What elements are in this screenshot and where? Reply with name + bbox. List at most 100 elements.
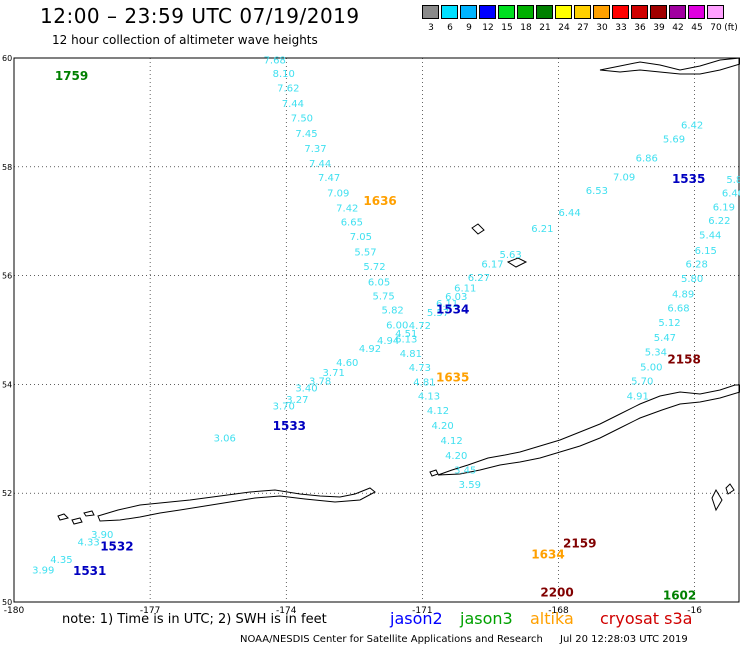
- wave-height-value: 5.00: [640, 362, 662, 373]
- wave-height-value: 4.92: [359, 344, 381, 355]
- wave-height-value: 5.82: [382, 306, 404, 317]
- pass-time-label: 1634: [531, 547, 564, 561]
- wave-height-value: 6.65: [341, 218, 363, 229]
- lat-tick-label: 56: [2, 272, 12, 281]
- coastline: [437, 384, 740, 476]
- wave-height-value: 6.00: [386, 320, 408, 331]
- wave-height-value: 5.75: [372, 292, 394, 303]
- wave-height-value: 6.19: [713, 202, 735, 213]
- scale-label: 30: [596, 23, 608, 33]
- wave-height-value: 5.34: [645, 348, 667, 359]
- wave-height-value: 7.50: [291, 114, 313, 125]
- wave-height-value: 4.13: [418, 392, 440, 403]
- wave-height-value: 4.35: [50, 555, 72, 566]
- pass-time-label: 1759: [55, 69, 88, 83]
- scale-label: 45: [691, 23, 703, 33]
- scale-label: 3: [428, 23, 434, 33]
- wave-height-value: 5.80: [726, 175, 740, 186]
- wave-height-value: 4.60: [336, 358, 358, 369]
- scale-label: 12: [482, 23, 494, 33]
- wave-height-value: 6.68: [667, 304, 689, 315]
- wave-height-value: 4.33: [78, 537, 100, 548]
- scale-label: 24: [558, 23, 570, 33]
- wave-height-value: 6.28: [686, 259, 708, 270]
- wave-height-value: 7.09: [327, 189, 349, 200]
- wave-height-value: 3.71: [323, 368, 345, 379]
- wave-height-value: 4.12: [427, 406, 449, 417]
- scale-swatch: [688, 5, 705, 19]
- credit-line: NOAA/NESDIS Center for Satellite Applica…: [240, 634, 543, 645]
- wave-height-value: 3.59: [459, 480, 481, 491]
- coastline: [83, 510, 95, 517]
- scale-label: 70: [710, 23, 722, 33]
- wave-height-value: 8.10: [273, 69, 295, 80]
- wave-height-value: 7.09: [613, 172, 635, 183]
- wave-height-value: 6.40: [722, 189, 740, 200]
- wave-height-value: 5.12: [658, 318, 680, 329]
- scale-label: 27: [577, 23, 589, 33]
- coastline: [57, 513, 69, 521]
- wave-height-value: 6.13: [395, 335, 417, 346]
- scale-label: 15: [501, 23, 513, 33]
- wave-height-value: 5.80: [681, 274, 703, 285]
- wave-height-value: 4.12: [441, 436, 463, 447]
- wave-height-value: 4.91: [627, 392, 649, 403]
- lat-tick-label: 52: [2, 489, 12, 498]
- page-subtitle: 12 hour collection of altimeter wave hei…: [52, 33, 318, 47]
- wave-height-value: 3.78: [309, 376, 331, 387]
- page-title: 12:00 – 23:59 UTC 07/19/2019: [40, 4, 360, 28]
- wave-height-value: 6.42: [681, 121, 703, 132]
- wave-height-value: 6.22: [708, 216, 730, 227]
- map-frame: [13, 57, 740, 603]
- lon-tick-label: -16: [687, 606, 702, 616]
- coastline: [71, 517, 83, 525]
- wave-height-value: 5.57: [354, 247, 376, 258]
- wave-height-value: 3.40: [295, 383, 317, 394]
- wave-height-value: 7.62: [277, 84, 299, 95]
- wave-height-value: 4.81: [413, 377, 435, 388]
- wave-height-value: 5.47: [654, 333, 676, 344]
- wave-height-value: 4.94: [377, 336, 399, 347]
- wave-height-value: 6.53: [586, 186, 608, 197]
- scale-label: 42: [672, 23, 684, 33]
- wave-height-value: 7.68: [264, 55, 286, 66]
- wave-height-value: 4.89: [672, 289, 694, 300]
- scale-swatch: [498, 5, 515, 19]
- pass-time-label: 1531: [73, 564, 106, 578]
- scale-swatch: [574, 5, 591, 19]
- scale-swatch: [555, 5, 572, 19]
- pass-time-label: 1534: [436, 303, 469, 317]
- satellite-legend-item: jason2: [390, 609, 443, 628]
- wave-height-value: 6.86: [636, 153, 658, 164]
- wave-height-value: 7.47: [318, 173, 340, 184]
- scale-swatch: [669, 5, 686, 19]
- footnote: note: 1) Time is in UTC; 2) SWH is in fe…: [62, 612, 327, 627]
- wave-height-value: 5.57: [427, 308, 449, 319]
- wave-height-value: 7.44: [282, 99, 304, 110]
- pass-time-label: 1535: [672, 172, 705, 186]
- scale-label: 33: [615, 23, 627, 33]
- lat-tick-label: 50: [2, 598, 12, 607]
- wave-height-value: 7.44: [309, 159, 331, 170]
- lon-tick-label: -174: [276, 606, 297, 616]
- wave-height-value: 4.51: [395, 329, 417, 340]
- wave-height-value: 5.70: [631, 376, 653, 387]
- scale-swatch: [612, 5, 629, 19]
- wave-height-value: 7.37: [304, 144, 326, 155]
- wave-height-value: 5.72: [363, 262, 385, 273]
- scale-label: 21: [539, 23, 551, 33]
- pass-time-label: 1602: [663, 588, 696, 602]
- lat-tick-label: 60: [2, 54, 12, 63]
- wave-height-value: 3.99: [32, 566, 54, 577]
- lon-tick-label: -180: [4, 606, 25, 616]
- coastline: [429, 469, 439, 477]
- wave-height-value: 3.27: [286, 395, 308, 406]
- lon-tick-label: -171: [412, 606, 432, 616]
- scale-label: 6: [447, 23, 453, 33]
- wave-height-value: 5.44: [699, 231, 721, 242]
- lat-tick-label: 58: [2, 163, 12, 172]
- scale-swatch: [650, 5, 667, 19]
- coastline: [506, 257, 528, 268]
- wave-height-value: 7.05: [350, 232, 372, 243]
- wave-height-value: 4.73: [409, 363, 431, 374]
